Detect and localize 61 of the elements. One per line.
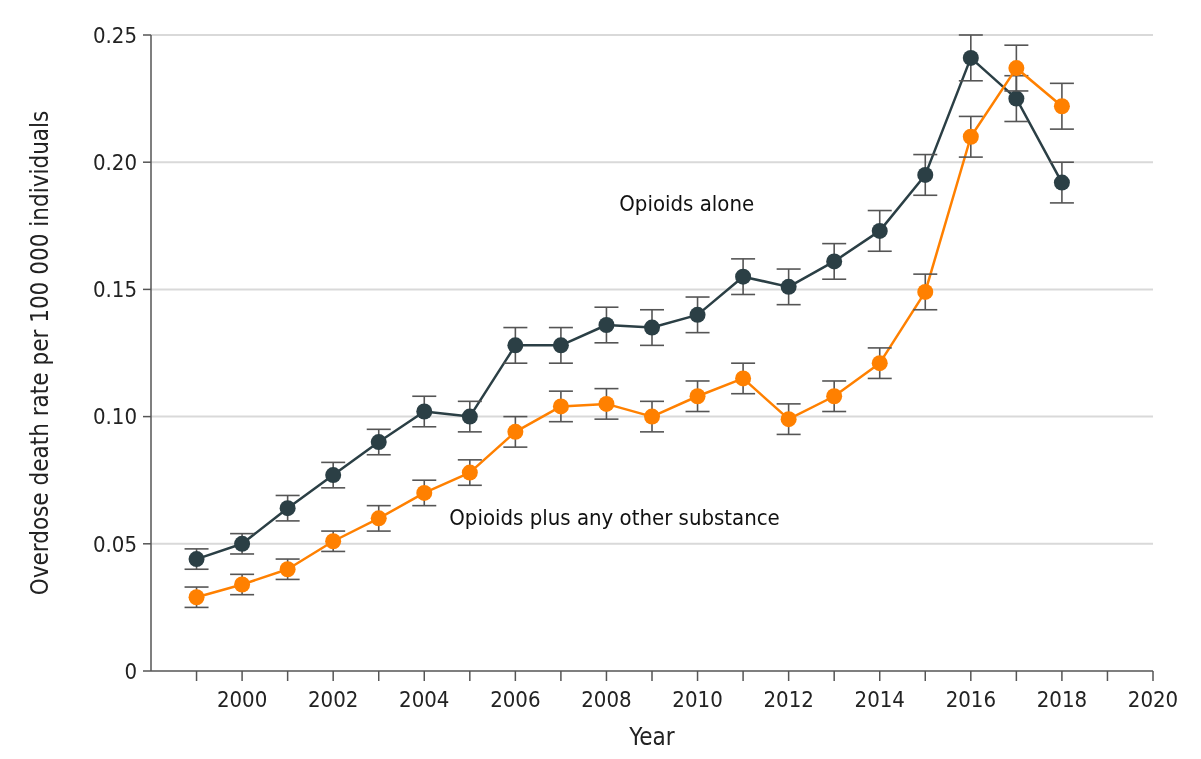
point bbox=[871, 222, 888, 239]
point bbox=[507, 337, 524, 354]
point bbox=[461, 408, 478, 425]
x-tick-label: 2018 bbox=[1036, 687, 1088, 712]
x-tick-label: 2010 bbox=[672, 687, 723, 712]
point bbox=[780, 411, 797, 428]
point bbox=[917, 166, 934, 183]
point bbox=[507, 423, 524, 440]
x-tick-label: 2000 bbox=[216, 687, 268, 712]
point bbox=[188, 551, 205, 568]
x-tick-label: 2006 bbox=[490, 687, 541, 712]
text: Opioids alone bbox=[619, 191, 755, 217]
point bbox=[279, 561, 296, 578]
point bbox=[234, 535, 251, 552]
point bbox=[234, 576, 251, 593]
x-axis-title: Year bbox=[628, 723, 675, 751]
point bbox=[1053, 174, 1070, 191]
point bbox=[735, 268, 752, 285]
point bbox=[917, 283, 934, 300]
point bbox=[461, 464, 478, 481]
point bbox=[780, 278, 797, 295]
point bbox=[416, 484, 433, 501]
point bbox=[735, 370, 752, 387]
point bbox=[598, 317, 615, 334]
point bbox=[871, 355, 888, 372]
y-tick-label: 0.20 bbox=[92, 149, 137, 175]
x-tick-label: 2016 bbox=[945, 687, 996, 712]
point bbox=[644, 408, 660, 425]
x-tick-label: 2012 bbox=[763, 687, 814, 712]
x-tick-label: 2020 bbox=[1127, 687, 1179, 712]
point bbox=[416, 403, 433, 420]
point bbox=[279, 500, 296, 517]
x-tick-label: 2004 bbox=[399, 687, 450, 712]
y-tick-label: 0.10 bbox=[92, 404, 137, 430]
point bbox=[1053, 98, 1070, 115]
point bbox=[962, 49, 979, 66]
point bbox=[552, 398, 569, 415]
y-axis-title: Overdose death rate per 100 000 individuals bbox=[26, 110, 54, 596]
point bbox=[644, 319, 660, 336]
x-tick-label: 2014 bbox=[854, 687, 905, 712]
point bbox=[325, 533, 342, 550]
y-tick-label: 0.25 bbox=[92, 22, 137, 48]
point bbox=[689, 306, 706, 323]
point bbox=[370, 434, 387, 451]
point bbox=[370, 510, 387, 527]
point bbox=[1008, 60, 1025, 77]
y-tick-label: 0.15 bbox=[92, 277, 137, 303]
point bbox=[1008, 90, 1025, 107]
point bbox=[188, 589, 205, 606]
y-tick-label: 0.05 bbox=[92, 531, 137, 557]
point bbox=[689, 388, 706, 405]
x-tick-label: 2002 bbox=[308, 687, 359, 712]
point bbox=[826, 388, 843, 405]
point bbox=[598, 395, 615, 412]
point bbox=[826, 253, 843, 270]
x-tick-label: 2008 bbox=[581, 687, 632, 712]
series-label: Opioids plus any other substance bbox=[449, 504, 780, 530]
point bbox=[552, 337, 569, 354]
point bbox=[325, 467, 342, 484]
y-tick-label: 0 bbox=[124, 658, 137, 684]
point bbox=[962, 128, 979, 145]
